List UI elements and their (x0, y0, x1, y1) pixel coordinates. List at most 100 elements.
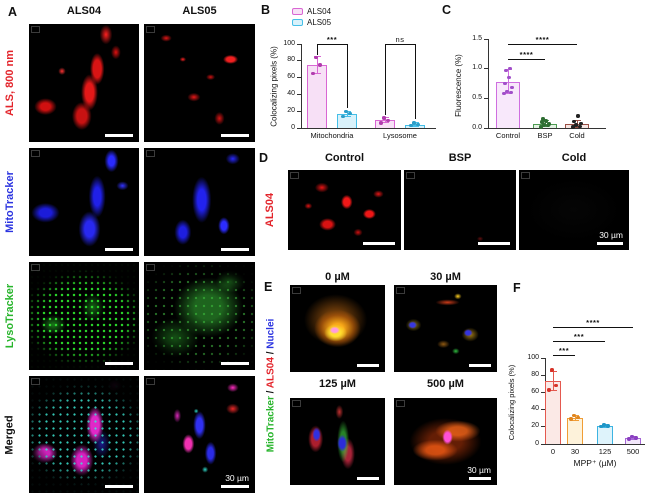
scale-bar (221, 485, 249, 488)
panel-b-legend: ALS04 ALS05 (292, 6, 331, 28)
significance-line (553, 327, 633, 328)
error-bar-cap (629, 439, 637, 441)
y-tick (297, 60, 301, 62)
data-point (576, 415, 580, 420)
data-point (409, 123, 413, 128)
y-tick-label: 0 (291, 123, 295, 131)
data-point (554, 383, 558, 388)
x-axis (301, 128, 436, 129)
row-label-merged: Merged (4, 414, 16, 455)
data-point (569, 417, 573, 421)
scale-bar-text: 30 µm (599, 230, 623, 240)
data-point (412, 121, 416, 125)
y-tick-label: 40 (287, 89, 295, 97)
error-bar (552, 371, 554, 391)
data-point (571, 125, 575, 129)
data-point (318, 63, 322, 67)
data-point (540, 120, 544, 124)
panel-f-chart: 0 20 40 60 80 100 0 30 125 500 *** *** **** MPP⁺ (µM) (527, 318, 645, 468)
data-point (542, 123, 546, 127)
significance-line (317, 44, 347, 45)
y-tick-label: 0 (535, 439, 539, 447)
y-tick (541, 391, 545, 393)
y-axis (301, 44, 302, 128)
y-tick-label: 100 (283, 39, 295, 47)
panel-d-row-label-wrap: ALS04 (263, 170, 278, 250)
panel-c-ylabel: Fluorescence (%) (453, 53, 463, 117)
micrograph-e-30um (394, 285, 497, 372)
x-tick-label: Control (495, 131, 521, 140)
panel-e-title-30um: 30 µM (430, 271, 461, 283)
y-tick (484, 38, 488, 40)
error-bar-cap (549, 390, 557, 392)
x-tick-label: 0 (550, 447, 556, 456)
data-point (599, 425, 603, 429)
panel-b-letter: B (261, 3, 271, 17)
micrograph-als04-merged (29, 376, 139, 493)
panel-b-ylabel-wrap: Colocalizing pixels (%) (268, 36, 280, 136)
y-tick-label: 100 (527, 353, 539, 361)
scale-bar-text: 30 µm (467, 465, 491, 475)
data-point (508, 66, 512, 71)
error-bar (384, 117, 386, 123)
significance-label: **** (586, 317, 600, 327)
panel-a-title-als05: ALS05 (182, 5, 217, 17)
y-tick-label: 20 (287, 106, 295, 114)
data-point (382, 116, 386, 120)
scale-bar (597, 242, 623, 245)
data-point (314, 55, 318, 60)
y-tick (541, 409, 545, 411)
error-bar (507, 69, 509, 94)
y-axis (488, 39, 489, 128)
significance-label: *** (326, 34, 338, 44)
bar (307, 65, 327, 128)
significance-line (508, 44, 577, 45)
data-point (379, 121, 383, 125)
panel-d-title-control: Control (324, 152, 365, 164)
data-point (547, 122, 551, 126)
panel-a-title-als04: ALS04 (66, 5, 102, 17)
data-point (606, 424, 610, 428)
legend-swatch-als05 (292, 19, 303, 26)
micrograph-e-500um: 30 µm (394, 398, 497, 485)
scale-bar (478, 242, 510, 245)
data-point (630, 434, 634, 438)
scale-bar (221, 248, 249, 251)
panel-e-row-label-nuclei: Nuclei (265, 318, 277, 349)
significance-label: *** (558, 345, 570, 355)
y-tick (484, 127, 488, 129)
micrograph-d-bsp (404, 170, 516, 250)
micrograph-als05-merged: 30 µm (144, 376, 255, 493)
micrograph-d-cold: 30 µm (519, 170, 629, 250)
scale-bar (469, 364, 491, 367)
scale-bar (221, 134, 249, 137)
error-bar-cap (571, 420, 579, 422)
x-axis (545, 444, 645, 445)
data-point (505, 89, 509, 93)
y-tick (541, 443, 545, 445)
error-bar-cap (381, 122, 389, 124)
data-point (416, 122, 420, 127)
data-point (502, 91, 506, 96)
scale-bar (363, 242, 395, 245)
y-tick (297, 110, 301, 112)
significance-drop (415, 44, 416, 119)
micrograph-e-0um (290, 285, 385, 372)
significance-label: ns (395, 34, 405, 44)
data-point (574, 123, 578, 127)
data-point (341, 114, 345, 118)
error-bar-cap (601, 427, 609, 429)
error-bar-cap (504, 93, 512, 95)
row-label-mitotracker: MitoTracker (4, 171, 16, 233)
data-point (510, 85, 514, 90)
data-point (509, 90, 513, 95)
legend-label-als05: ALS05 (307, 18, 332, 27)
y-tick (541, 357, 545, 359)
data-point (507, 75, 511, 80)
micrograph-als04-als800 (29, 24, 139, 142)
panel-d-title-bsp: BSP (448, 152, 472, 164)
y-tick (297, 43, 301, 45)
panel-e-letter: E (264, 280, 273, 294)
significance-line (385, 44, 415, 45)
